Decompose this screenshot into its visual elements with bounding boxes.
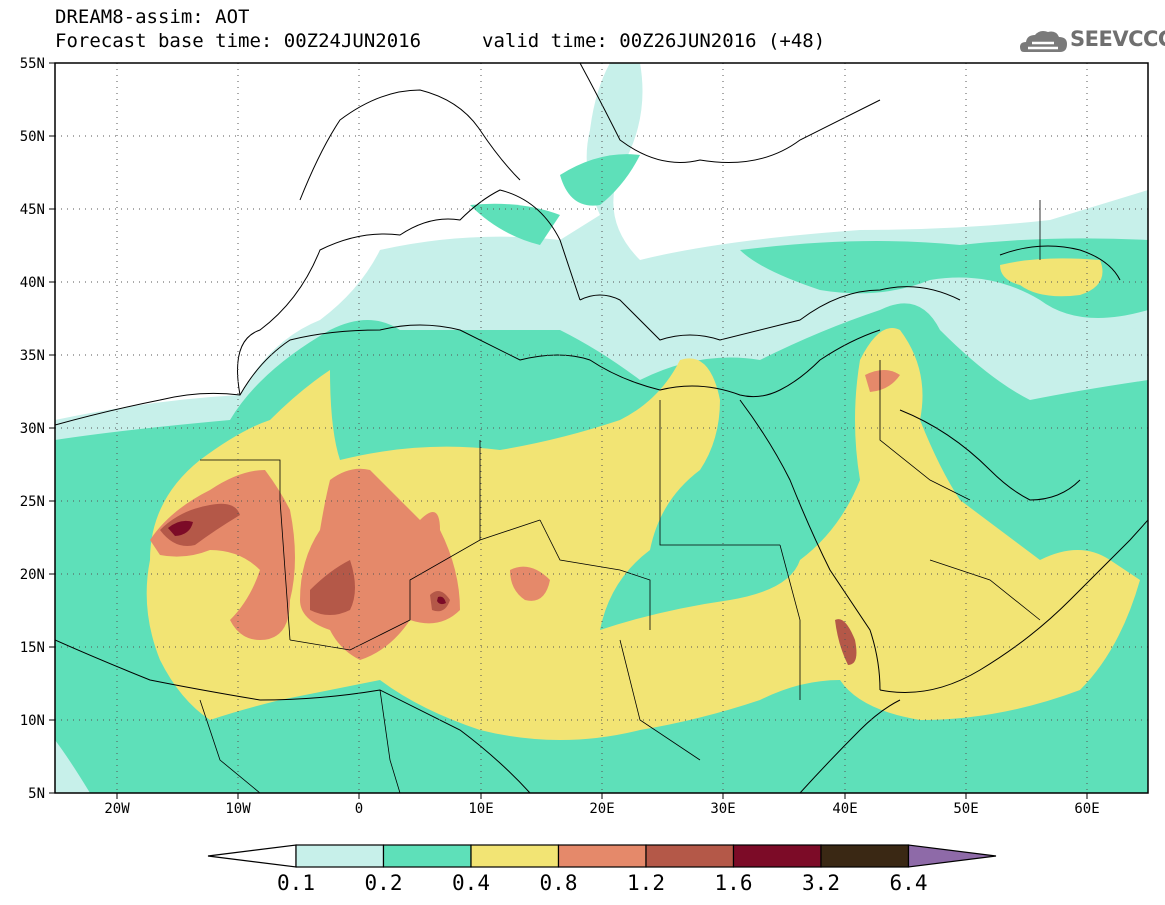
lon-label: 10E [468,801,493,817]
colorbar-high-arrow [907,844,997,868]
colorbar-swatch [382,844,472,868]
graticule [55,63,1148,793]
lat-label: 15N [20,640,45,656]
lat-label: 5N [28,786,45,802]
colorbar-label: 1.6 [715,871,753,895]
colorbar-swatch [820,844,910,868]
lat-label: 45N [20,202,45,218]
colorbar-swatch [557,844,647,868]
lat-label: 40N [20,275,45,291]
colorbar-swatch [732,844,822,868]
lon-label: 60E [1074,801,1099,817]
longitude-labels: 20W 10W 0 10E 20E 30E 40E 50E 60E [104,801,1099,817]
map-title: DREAM8-assim: AOT [55,6,250,28]
colorbar-label: 1.2 [627,871,665,895]
colorbar-label: 6.4 [890,871,928,895]
lon-label: 30E [710,801,735,817]
forecast-base-time: Forecast base time: 00Z24JUN2016 [55,30,422,52]
lat-label: 55N [20,56,45,72]
lat-label: 50N [20,129,45,145]
lat-label: 20N [20,567,45,583]
colorbar-label: 0.2 [365,871,403,895]
lat-label: 25N [20,494,45,510]
lat-label: 30N [20,421,45,437]
colorbar-label: 0.8 [540,871,578,895]
cloud-logo-icon [1020,31,1067,52]
lon-label: 0 [355,801,363,817]
colorbar-legend: 0.1 0.2 0.4 0.8 1.2 1.6 3.2 6.4 [207,844,997,895]
lat-label: 35N [20,348,45,364]
lon-label: 10W [225,801,251,817]
colorbar-label: 0.4 [452,871,490,895]
colorbar-low-arrow [207,844,297,868]
coastlines [55,63,1148,793]
valid-time: valid time: 00Z26JUN2016 (+48) [482,30,826,52]
logo-text: SEEVCCC [1070,27,1165,51]
colorbar-label: 3.2 [802,871,840,895]
tick-marks [49,62,1088,799]
lon-label: 20E [589,801,614,817]
colorbar-swatch [645,844,735,868]
latitude-labels: 55N 50N 45N 40N 35N 30N 25N 20N 15N 10N … [20,56,45,802]
lon-label: 40E [832,801,857,817]
colorbar-swatch [295,844,385,868]
colorbar-swatch [470,844,560,868]
colorbar-label: 0.1 [277,871,315,895]
country-borders [199,200,1041,793]
aot-band-1.6 [168,520,446,605]
lon-label: 50E [953,801,978,817]
lat-label: 10N [20,713,45,729]
lon-label: 20W [104,801,130,817]
